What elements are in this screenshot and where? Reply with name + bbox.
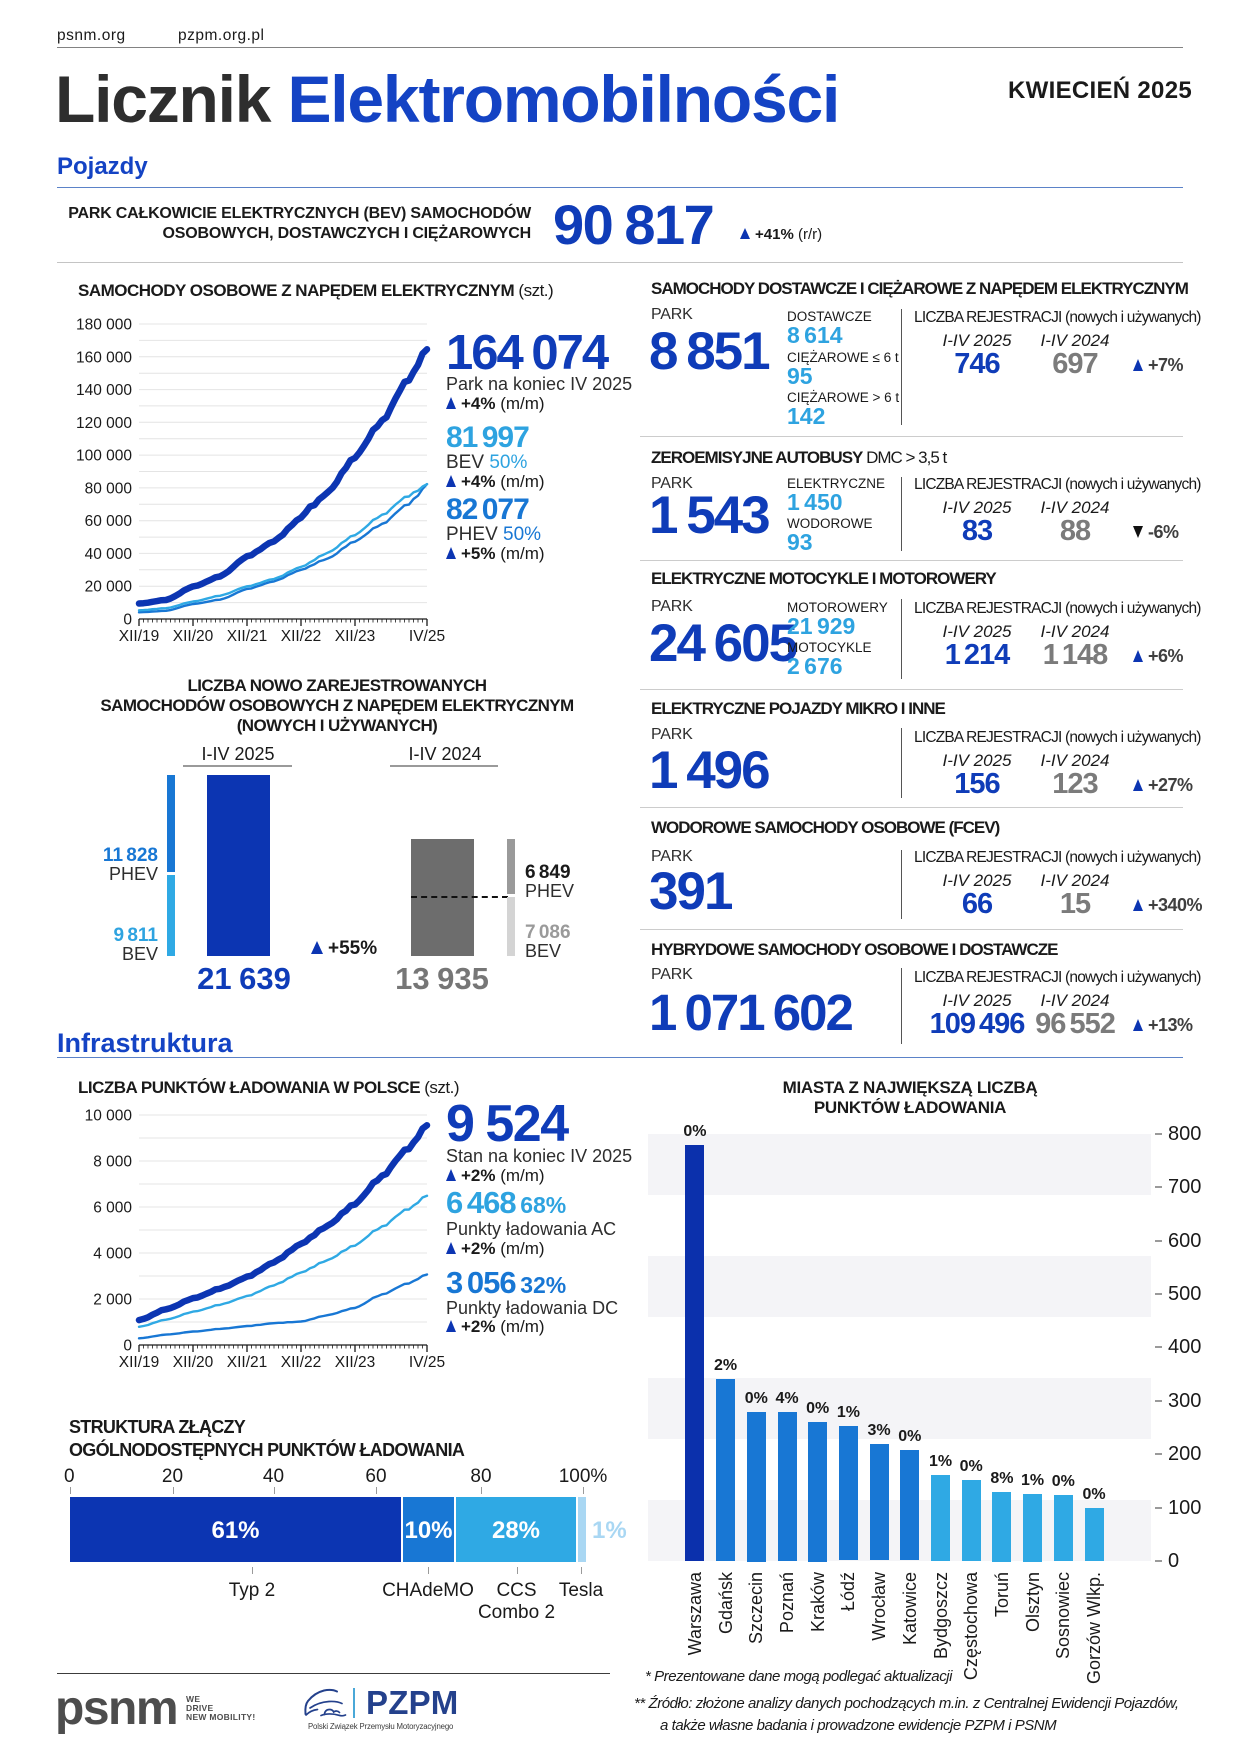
svg-text:180 000: 180 000 xyxy=(76,317,132,334)
svg-text:XII/21: XII/21 xyxy=(227,628,268,645)
svg-text:0: 0 xyxy=(123,612,132,629)
svg-text:160 000: 160 000 xyxy=(76,349,132,366)
svg-text:100 000: 100 000 xyxy=(76,448,132,465)
svg-text:XII/21: XII/21 xyxy=(227,1354,268,1371)
svg-text:XII/20: XII/20 xyxy=(173,628,214,645)
svg-text:4 000: 4 000 xyxy=(93,1246,132,1263)
svg-text:120 000: 120 000 xyxy=(76,415,132,432)
svg-text:XII/22: XII/22 xyxy=(281,628,322,645)
svg-text:8 000: 8 000 xyxy=(93,1154,132,1171)
svg-text:140 000: 140 000 xyxy=(76,382,132,399)
svg-text:XII/19: XII/19 xyxy=(119,628,160,645)
svg-text:40 000: 40 000 xyxy=(85,546,133,563)
svg-text:XII/23: XII/23 xyxy=(335,1354,376,1371)
svg-text:XII/23: XII/23 xyxy=(335,628,376,645)
svg-text:60 000: 60 000 xyxy=(85,513,133,530)
svg-text:2 000: 2 000 xyxy=(93,1292,132,1309)
svg-text:IV/25: IV/25 xyxy=(409,1354,445,1371)
svg-text:6 000: 6 000 xyxy=(93,1200,132,1217)
svg-text:80 000: 80 000 xyxy=(85,480,133,497)
svg-text:20 000: 20 000 xyxy=(85,579,133,596)
svg-text:XII/19: XII/19 xyxy=(119,1354,160,1371)
svg-text:10 000: 10 000 xyxy=(85,1108,133,1125)
svg-text:0: 0 xyxy=(123,1338,132,1355)
svg-text:IV/25: IV/25 xyxy=(409,628,445,645)
svg-text:XII/20: XII/20 xyxy=(173,1354,214,1371)
svg-text:XII/22: XII/22 xyxy=(281,1354,322,1371)
